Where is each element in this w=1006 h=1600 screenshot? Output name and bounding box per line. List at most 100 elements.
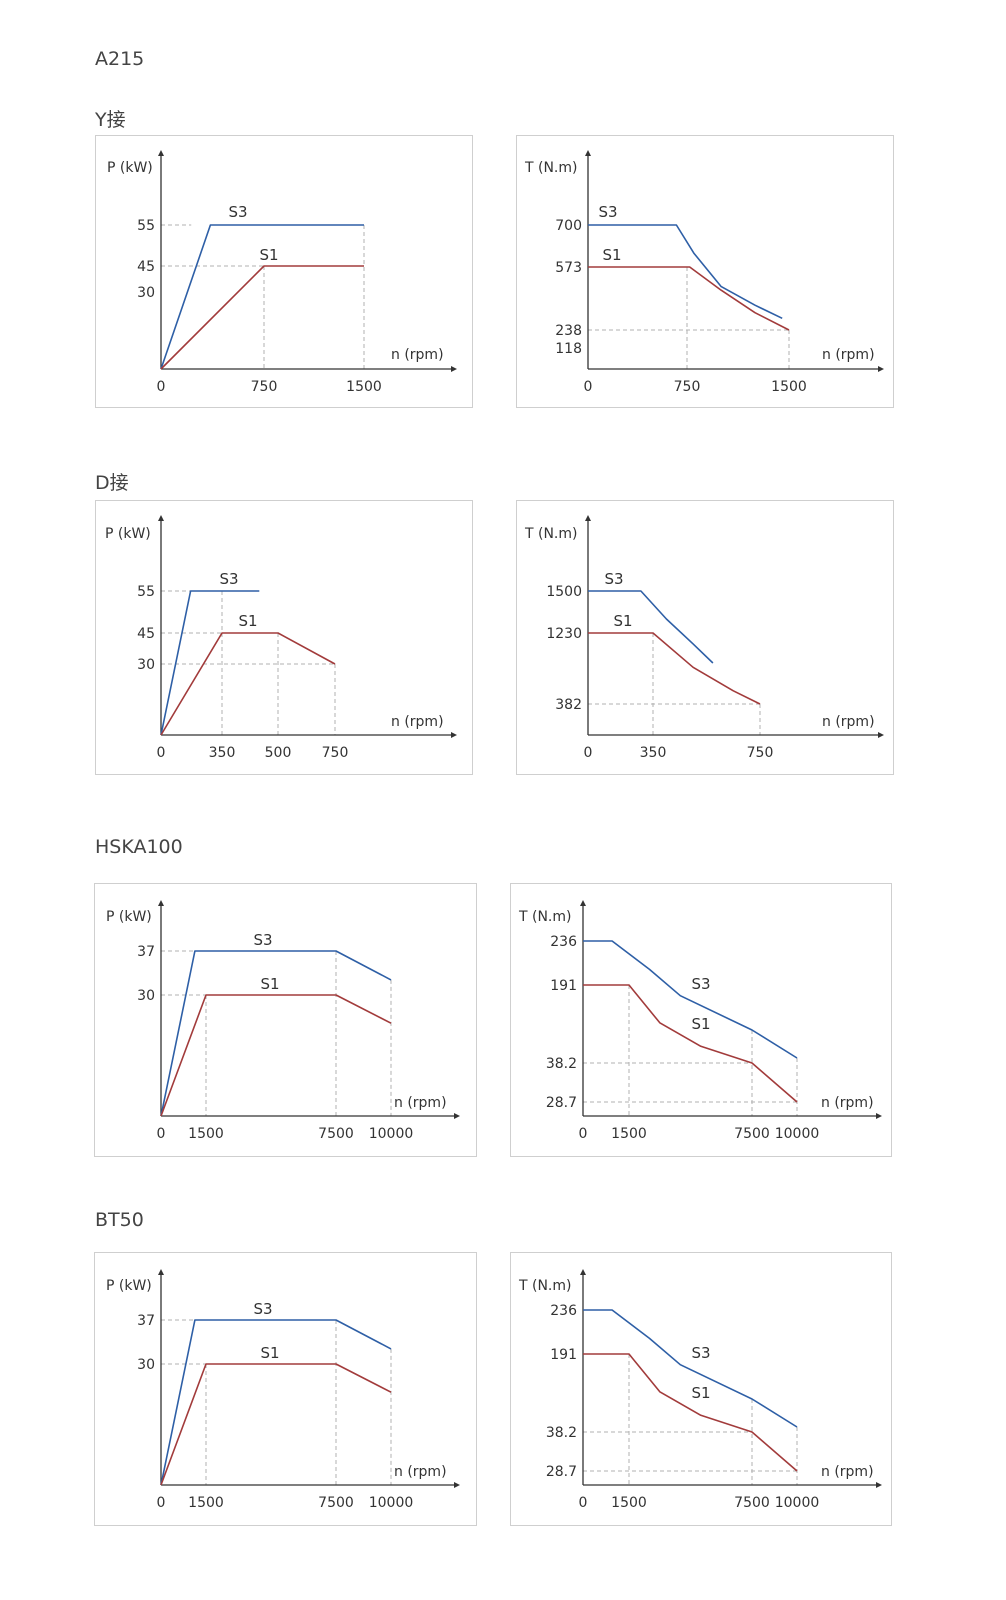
section-title-bt50: BT50 xyxy=(95,1209,144,1231)
y-axis-title: T (N.m) xyxy=(518,909,572,925)
x-tick-label: 0 xyxy=(157,1126,166,1142)
series-line-s3 xyxy=(160,224,364,370)
x-tick-label: 0 xyxy=(579,1126,588,1142)
chart-svg: S3 S1 0 1500 7500 10000 236 191 38.2 28.7 T (N.m) n… xyxy=(518,1269,882,1511)
x-tick-label: 750 xyxy=(747,745,774,761)
y-axis-arrow-icon xyxy=(580,900,586,906)
x-tick-label: 750 xyxy=(322,745,349,761)
x-tick-label: 750 xyxy=(674,379,701,395)
y-tick-label: 30 xyxy=(137,1357,155,1373)
section-title-d-connection: D接 xyxy=(95,472,129,494)
x-tick-label: 1500 xyxy=(611,1126,647,1142)
y-axis-arrow-icon xyxy=(158,1269,164,1275)
chart-svg: S3 S1 0 350 750 1500 1230 382 T (N.m) n (rpm) xyxy=(524,515,884,761)
x-axis-title: n (rpm) xyxy=(394,1095,447,1111)
y-tick-label: 38.2 xyxy=(546,1056,577,1072)
x-tick-label: 1500 xyxy=(771,379,807,395)
y-axis-title: P (kW) xyxy=(106,1278,152,1294)
series-label-s1: S1 xyxy=(602,246,621,264)
series-label-s3: S3 xyxy=(598,203,617,221)
y-tick-label: 45 xyxy=(137,259,155,275)
series-line-s1 xyxy=(583,984,798,1103)
x-tick-label: 0 xyxy=(584,379,593,395)
torque-chart: S3 S1 0 1500 7500 10000 236 191 38.2 28.7 T (N.m) n… xyxy=(510,883,892,1157)
x-axis-title: n (rpm) xyxy=(822,347,875,363)
torque-chart: S3 S1 0 750 1500 700 573 238 118 T (N.m) n (rpm) xyxy=(516,135,894,408)
y-axis-title: T (N.m) xyxy=(524,526,578,542)
y-tick-label: 236 xyxy=(550,1303,577,1319)
series-line-s3 xyxy=(583,940,798,1059)
y-tick-label: 236 xyxy=(550,934,577,950)
y-tick-label: 382 xyxy=(555,697,582,713)
series-line-s1 xyxy=(588,632,761,705)
series-label-s3: S3 xyxy=(219,570,238,588)
x-axis-title: n (rpm) xyxy=(822,714,875,730)
y-tick-label: 28.7 xyxy=(546,1095,577,1111)
x-tick-label: 10000 xyxy=(775,1126,820,1142)
y-tick-label: 118 xyxy=(555,341,582,357)
series-line-s1 xyxy=(160,994,392,1117)
x-tick-label: 350 xyxy=(209,745,236,761)
y-axis-arrow-icon xyxy=(158,150,164,156)
x-axis-arrow-icon xyxy=(451,366,457,372)
y-tick-label: 30 xyxy=(137,285,155,301)
x-tick-label: 7500 xyxy=(318,1495,354,1511)
series-label-s1: S1 xyxy=(691,1015,710,1033)
x-axis-title: n (rpm) xyxy=(391,714,444,730)
chart-svg: S3 S1 0 1500 7500 10000 37 30 P (kW) n (rpm) xyxy=(106,1269,460,1511)
power-chart: S3 S1 0 350 500 750 55 45 30 P (kW) n (rpm) xyxy=(95,500,473,775)
series-label-s3: S3 xyxy=(253,1300,272,1318)
series-label-s1: S1 xyxy=(259,246,278,264)
series-label-s1: S1 xyxy=(238,612,257,630)
torque-chart: S3 S1 0 350 750 1500 1230 382 T (N.m) n (rpm) xyxy=(516,500,894,775)
series-line-s3 xyxy=(160,590,260,736)
series-label-s3: S3 xyxy=(253,931,272,949)
x-tick-label: 0 xyxy=(579,1495,588,1511)
series-label-s3: S3 xyxy=(604,570,623,588)
x-tick-label: 10000 xyxy=(369,1126,414,1142)
x-tick-label: 7500 xyxy=(318,1126,354,1142)
y-tick-label: 30 xyxy=(137,988,155,1004)
section-title-hska100: HSKA100 xyxy=(95,836,183,858)
x-tick-label: 10000 xyxy=(369,1495,414,1511)
x-tick-label: 750 xyxy=(251,379,278,395)
x-tick-label: 500 xyxy=(265,745,292,761)
y-tick-label: 38.2 xyxy=(546,1425,577,1441)
section-title-y-connection: Y接 xyxy=(95,109,126,131)
y-tick-label: 191 xyxy=(550,978,577,994)
x-axis-arrow-icon xyxy=(876,1482,882,1488)
series-label-s3: S3 xyxy=(691,1344,710,1362)
chart-svg: S3 S1 0 350 500 750 55 45 30 P (kW) n (rpm) xyxy=(105,515,457,761)
x-axis-title: n (rpm) xyxy=(391,347,444,363)
x-tick-label: 1500 xyxy=(188,1126,224,1142)
y-tick-label: 700 xyxy=(555,218,582,234)
y-tick-label: 55 xyxy=(137,218,155,234)
y-axis-title: P (kW) xyxy=(106,909,152,925)
series-label-s1: S1 xyxy=(613,612,632,630)
series-label-s1: S1 xyxy=(691,1384,710,1402)
x-axis-arrow-icon xyxy=(878,732,884,738)
y-tick-label: 45 xyxy=(137,626,155,642)
y-axis-arrow-icon xyxy=(585,515,591,521)
series-label-s1: S1 xyxy=(260,975,279,993)
x-tick-label: 0 xyxy=(157,379,166,395)
chart-svg: S3 S1 0 1500 7500 10000 236 191 38.2 28.7 T (N.m) n… xyxy=(518,900,882,1142)
x-tick-label: 1500 xyxy=(188,1495,224,1511)
x-tick-label: 1500 xyxy=(346,379,382,395)
y-tick-label: 37 xyxy=(137,1313,155,1329)
series-line-s1 xyxy=(160,265,364,370)
power-chart: S3 S1 0 1500 7500 10000 37 30 P (kW) n (rpm) xyxy=(94,1252,477,1526)
y-tick-label: 28.7 xyxy=(546,1464,577,1480)
series-line-s3 xyxy=(588,224,783,320)
x-tick-label: 0 xyxy=(584,745,593,761)
x-axis-arrow-icon xyxy=(451,732,457,738)
y-tick-label: 238 xyxy=(555,323,582,339)
x-tick-label: 0 xyxy=(157,745,166,761)
series-label-s3: S3 xyxy=(228,203,247,221)
x-tick-label: 10000 xyxy=(775,1495,820,1511)
series-line-s3 xyxy=(588,590,714,664)
series-line-s1 xyxy=(588,266,790,331)
x-axis-arrow-icon xyxy=(454,1482,460,1488)
series-line-s3 xyxy=(583,1309,798,1428)
torque-chart: S3 S1 0 1500 7500 10000 236 191 38.2 28.7 T (N.m) n… xyxy=(510,1252,892,1526)
